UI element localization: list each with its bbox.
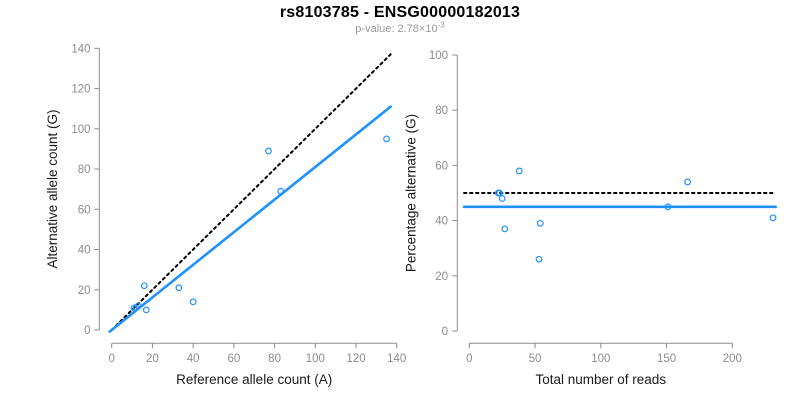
x-tick-label: 140 bbox=[387, 353, 406, 365]
x-tick-label: 120 bbox=[346, 353, 365, 365]
x-tick-label: 20 bbox=[146, 353, 159, 365]
identity-line bbox=[110, 53, 392, 331]
x-axis-title: Reference allele count (A) bbox=[176, 372, 332, 387]
data-point bbox=[536, 219, 544, 227]
data-point bbox=[175, 284, 183, 292]
data-point bbox=[142, 306, 150, 314]
data-point bbox=[769, 214, 777, 222]
y-axis-title: Alternative allele count (G) bbox=[45, 109, 60, 268]
y-tick-label: 120 bbox=[71, 84, 90, 96]
x-axis-title: Total number of reads bbox=[536, 372, 667, 387]
x-tick-label: 60 bbox=[227, 353, 240, 365]
x-tick-label: 200 bbox=[723, 353, 742, 365]
data-point bbox=[189, 298, 197, 306]
y-tick-label: 40 bbox=[435, 216, 448, 228]
y-tick-label: 60 bbox=[435, 160, 448, 172]
data-point bbox=[498, 195, 506, 202]
y-tick-label: 80 bbox=[435, 105, 448, 117]
x-tick-label: 0 bbox=[466, 353, 472, 365]
p-value-text: p-value: 2.78×10 bbox=[355, 23, 438, 35]
data-point bbox=[265, 147, 272, 155]
data-point bbox=[664, 203, 672, 211]
x-tick-label: 150 bbox=[657, 353, 676, 365]
figure-title: rs8103785 - ENSG00000182013 bbox=[279, 4, 521, 21]
x-tick-label: 0 bbox=[108, 353, 114, 365]
data-point bbox=[277, 187, 285, 195]
y-tick-label: 0 bbox=[442, 326, 448, 338]
y-tick-label: 100 bbox=[71, 124, 90, 136]
x-tick-label: 40 bbox=[187, 353, 200, 365]
y-tick-label: 0 bbox=[84, 325, 90, 337]
fit-line bbox=[108, 105, 392, 333]
data-point bbox=[383, 135, 390, 143]
y-tick-label: 40 bbox=[78, 245, 91, 257]
figure-subtitle: p-value: 2.78×10-3 bbox=[0, 20, 800, 35]
y-tick-label: 140 bbox=[71, 43, 90, 55]
x-tick-label: 100 bbox=[591, 353, 610, 365]
y-axis-title: Percentage alternative (G) bbox=[404, 114, 419, 272]
y-tick-label: 20 bbox=[78, 285, 91, 297]
y-tick-label: 60 bbox=[78, 204, 91, 216]
data-point bbox=[132, 304, 140, 312]
data-point bbox=[140, 282, 148, 290]
y-tick-label: 20 bbox=[435, 271, 448, 283]
x-tick-label: 50 bbox=[529, 353, 542, 365]
y-tick-label: 80 bbox=[78, 164, 91, 176]
p-value-exponent: -3 bbox=[437, 20, 445, 30]
data-point bbox=[515, 167, 523, 175]
x-tick-label: 100 bbox=[306, 353, 325, 365]
panel-right: 0 50 100 150 200 0 20 40 60 80 100 Total number of … bbox=[404, 50, 777, 387]
data-point bbox=[501, 225, 509, 233]
data-point bbox=[134, 302, 142, 310]
data-point bbox=[684, 178, 691, 186]
panel-left: 0 20 40 60 80 100 120 140 0 20 40 60 80 100 120 140 Refe… bbox=[45, 43, 406, 387]
x-tick-label: 80 bbox=[268, 353, 281, 365]
data-point bbox=[496, 189, 503, 197]
y-tick-label: 100 bbox=[429, 50, 448, 62]
data-point bbox=[535, 255, 543, 263]
